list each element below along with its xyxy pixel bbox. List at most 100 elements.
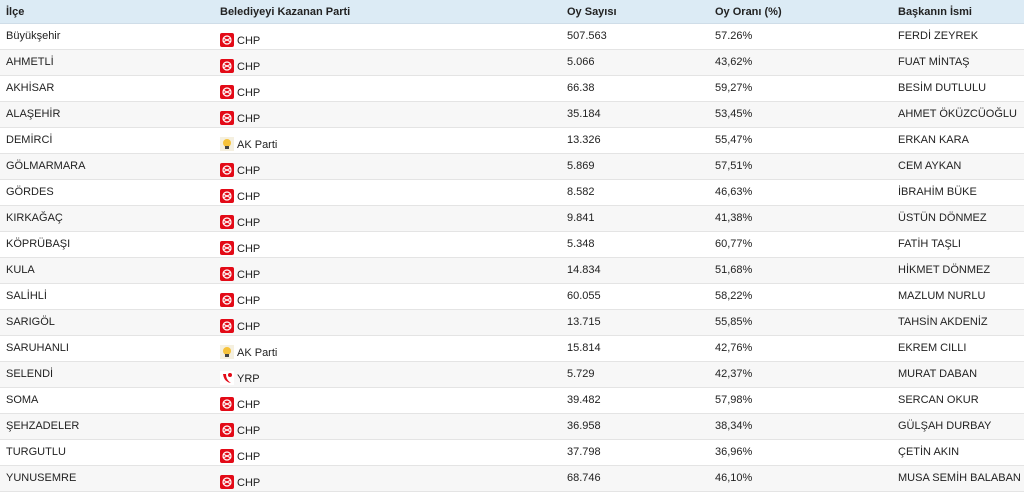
district-cell: ŞEHZADELER [6, 420, 80, 432]
party-cell: CHP [220, 395, 260, 411]
rate-cell: 38,34% [715, 420, 753, 432]
mayor-cell: TAHSİN AKDENİZ [898, 316, 988, 328]
party-cell: CHP [220, 265, 260, 281]
table-header: İlçe Belediyeyi Kazanan Parti Oy Sayısı … [0, 0, 1024, 24]
mayor-cell: ERKAN KARA [898, 134, 969, 146]
party-logo [220, 241, 234, 255]
party-name: CHP [237, 35, 261, 47]
votes-cell: 39.482 [567, 394, 601, 406]
header-cell: Oy Oranı (%) [715, 6, 782, 18]
party-name: CHP [237, 113, 261, 125]
header-cell: Oy Sayısı [567, 6, 617, 18]
district-cell: KULA [6, 264, 35, 276]
district-cell: ALAŞEHİR [6, 108, 61, 120]
header-cell: İlçe [6, 6, 25, 18]
district-cell: SARIGÖL [6, 316, 55, 328]
rate-cell: 51,68% [715, 264, 753, 276]
party-logo [220, 59, 234, 73]
table-row: YUNUSEMRE CHP 68.746 46,10% MUSA SEMİH BALAB… [0, 466, 1024, 492]
party-name: CHP [237, 399, 261, 411]
rate-cell: 58,22% [715, 290, 753, 302]
table-row: GÖRDES CHP 8.582 46,63% İBRAHİM BÜKE [0, 180, 1024, 206]
party-logo [220, 397, 234, 411]
rate-cell: 55,47% [715, 134, 753, 146]
table-row: DEMİRCİ AK Parti 13.326 55,47% ERKAN KARA [0, 128, 1024, 154]
district-cell: KÖPRÜBAŞI [6, 238, 71, 250]
district-cell: SALİHLİ [6, 290, 47, 302]
party-logo [220, 163, 234, 177]
party-logo [220, 449, 234, 463]
table-row: ALAŞEHİR CHP 35.184 53,45% AHMET ÖKÜZCÜOĞLU [0, 102, 1024, 128]
votes-cell: 36.958 [567, 420, 601, 432]
district-cell: TURGUTLU [6, 446, 66, 458]
rate-cell: 60,77% [715, 238, 753, 250]
mayor-cell: FUAT MİNTAŞ [898, 56, 970, 68]
rate-cell: 55,85% [715, 316, 753, 328]
party-cell: CHP [220, 473, 260, 489]
party-name: CHP [237, 321, 261, 333]
rate-cell: 46,63% [715, 186, 753, 198]
party-cell: CHP [220, 83, 260, 99]
mayor-cell: CEM AYKAN [898, 160, 962, 172]
party-logo [220, 215, 234, 229]
party-cell: AK Parti [220, 343, 277, 359]
table-row: SOMA CHP 39.482 57,98% SERCAN OKUR [0, 388, 1024, 414]
rate-cell: 57,98% [715, 394, 753, 406]
party-logo [220, 423, 234, 437]
party-cell: CHP [220, 291, 260, 307]
party-logo [220, 33, 234, 47]
mayor-cell: MUSA SEMİH BALABAN [898, 472, 1021, 484]
mayor-cell: EKREM CILLI [898, 342, 967, 354]
party-name: CHP [237, 165, 261, 177]
party-name: CHP [237, 243, 261, 255]
party-cell: CHP [220, 109, 260, 125]
party-name: YRP [237, 373, 260, 385]
votes-cell: 5.348 [567, 238, 595, 250]
party-logo [220, 345, 234, 359]
party-logo [220, 189, 234, 203]
party-name: CHP [237, 87, 261, 99]
table-row: KULA CHP 14.834 51,68% HİKMET DÖNMEZ [0, 258, 1024, 284]
mayor-cell: ÇETİN AKIN [898, 446, 960, 458]
votes-cell: 14.834 [567, 264, 601, 276]
votes-cell: 8.582 [567, 186, 595, 198]
party-logo [220, 319, 234, 333]
district-cell: SARUHANLI [6, 342, 69, 354]
district-cell: SELENDİ [6, 368, 54, 380]
votes-cell: 507.563 [567, 30, 607, 42]
district-cell: AKHİSAR [6, 82, 55, 94]
party-name: AK Parti [237, 347, 278, 359]
rate-cell: 43,62% [715, 56, 753, 68]
votes-cell: 15.814 [567, 342, 601, 354]
table-row: GÖLMARMARA CHP 5.869 57,51% CEM AYKAN [0, 154, 1024, 180]
party-cell: CHP [220, 317, 260, 333]
party-name: CHP [237, 191, 261, 203]
rate-cell: 46,10% [715, 472, 753, 484]
party-cell: CHP [220, 239, 260, 255]
district-cell: KIRKAĞAÇ [6, 212, 63, 224]
mayor-cell: AHMET ÖKÜZCÜOĞLU [898, 108, 1017, 120]
table-row: TURGUTLU CHP 37.798 36,96% ÇETİN AKIN [0, 440, 1024, 466]
votes-cell: 37.798 [567, 446, 601, 458]
table-row: Büyükşehir CHP 507.563 57.26% FERDİ ZEYREK [0, 24, 1024, 50]
votes-cell: 5.869 [567, 160, 595, 172]
district-cell: Büyükşehir [6, 30, 61, 42]
mayor-cell: GÜLŞAH DURBAY [898, 420, 992, 432]
table-row: SARIGÖL CHP 13.715 55,85% TAHSİN AKDENİZ [0, 310, 1024, 336]
mayor-cell: MAZLUM NURLU [898, 290, 986, 302]
table-row: SARUHANLI AK Parti 15.814 42,76% EKREM CILLI [0, 336, 1024, 362]
party-cell: CHP [220, 161, 260, 177]
mayor-cell: ÜSTÜN DÖNMEZ [898, 212, 987, 224]
rate-cell: 57.26% [715, 30, 753, 42]
table-row: SELENDİ YRP 5.729 42,37% MURAT DABAN [0, 362, 1024, 388]
table-row: KIRKAĞAÇ CHP 9.841 41,38% ÜSTÜN DÖNMEZ [0, 206, 1024, 232]
district-cell: GÖRDES [6, 186, 54, 198]
votes-cell: 35.184 [567, 108, 601, 120]
party-cell: AK Parti [220, 135, 277, 151]
votes-cell: 5.729 [567, 368, 595, 380]
party-name: AK Parti [237, 139, 278, 151]
party-logo [220, 137, 234, 151]
party-name: CHP [237, 61, 261, 73]
votes-cell: 68.746 [567, 472, 601, 484]
